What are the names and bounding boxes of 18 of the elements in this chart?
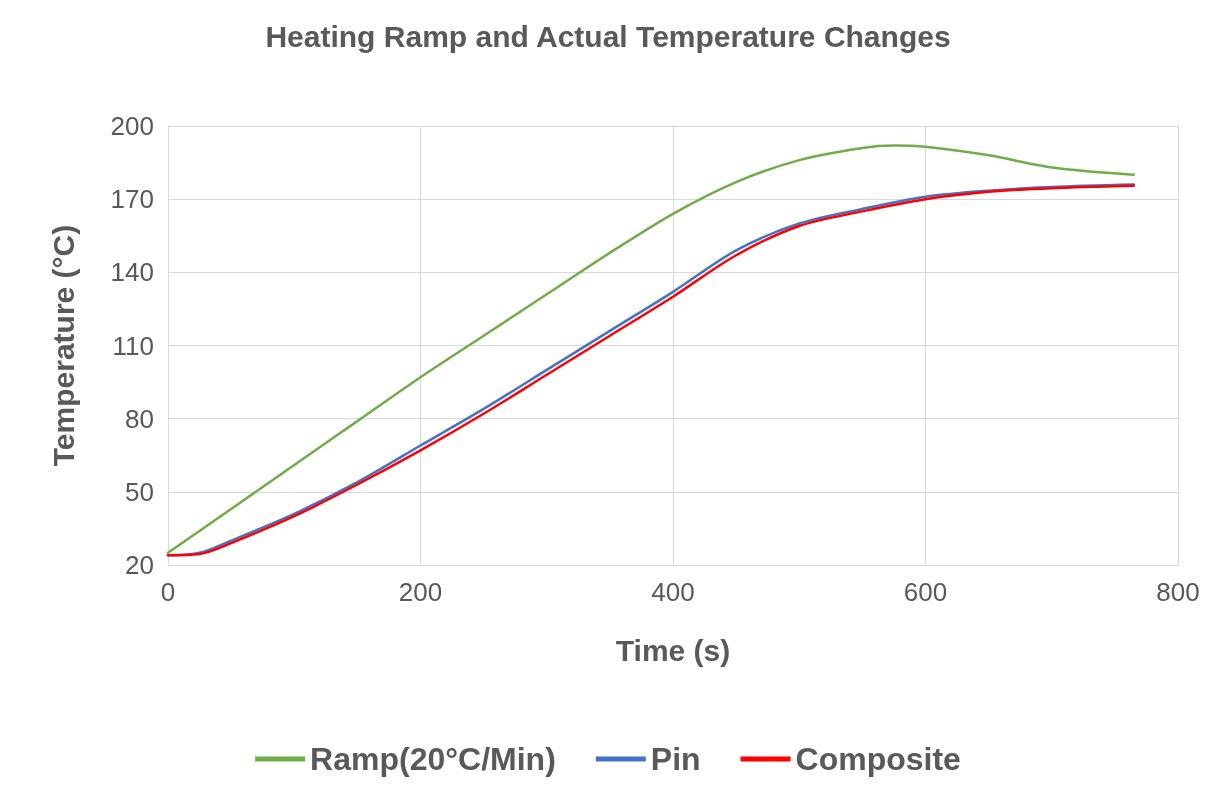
legend-label: Composite (795, 741, 961, 777)
y-tick-label: 80 (125, 403, 154, 434)
y-tick-label: 20 (125, 550, 154, 580)
y-axis-title: Temperature (°C) (46, 224, 80, 467)
x-tick-label: 0 (160, 577, 176, 607)
y-tick-label: 200 (110, 111, 154, 141)
y-tick-label: 140 (110, 257, 154, 288)
y-tick-label: 170 (110, 184, 154, 215)
y-tick-label: 50 (125, 476, 154, 507)
legend-label: Pin (650, 741, 701, 777)
x-tick-label: 400 (651, 577, 695, 607)
chart-title: Heating Ramp and Actual Temperature Changes (265, 19, 951, 53)
legend-label: Ramp(20°C/Min) (310, 741, 556, 777)
x-tick-label: 600 (903, 577, 948, 607)
y-tick-label: 110 (112, 330, 154, 361)
x-tick-label: 200 (398, 577, 443, 607)
x-tick-label: 800 (1156, 577, 1200, 607)
x-axis-title: Time (s) (615, 633, 731, 667)
